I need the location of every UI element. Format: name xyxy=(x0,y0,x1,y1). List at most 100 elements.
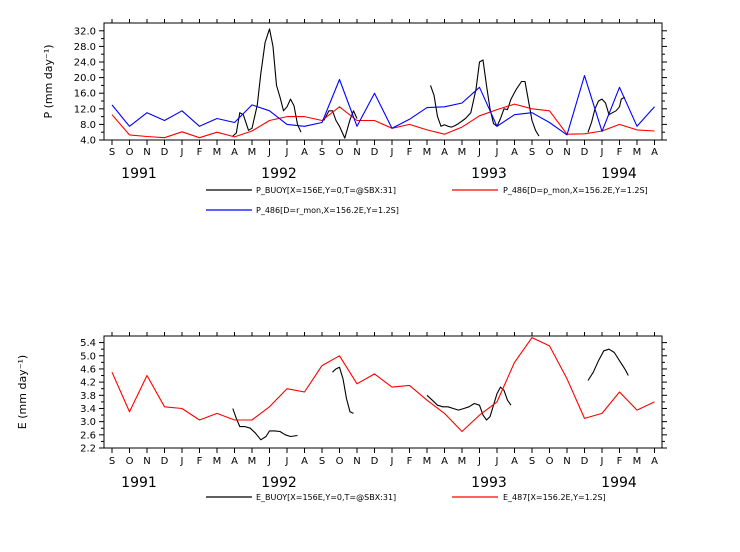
x-tick-label: F xyxy=(197,147,203,158)
x-tick-label: A xyxy=(301,456,308,467)
x-tick-label: F xyxy=(407,456,413,467)
y-tick-label: 24.0 xyxy=(74,58,96,69)
y-tick-label: 20.0 xyxy=(74,73,96,84)
x-tick-label: J xyxy=(180,456,184,467)
x-tick-label: M xyxy=(423,147,432,158)
y-tick-label: 5.4 xyxy=(80,338,96,349)
x-tick-label: D xyxy=(581,456,589,467)
series-line xyxy=(587,96,626,133)
x-tick-label: D xyxy=(161,147,169,158)
y-axis-label: E (mm day⁻¹) xyxy=(16,355,29,429)
x-tick-label: J xyxy=(180,147,184,158)
x-tick-label: A xyxy=(511,147,518,158)
x-tick-label: A xyxy=(651,147,658,158)
year-label: 1993 xyxy=(471,475,507,491)
x-tick-label: J xyxy=(390,456,394,467)
year-label: 1994 xyxy=(601,166,637,182)
legend-label: P_486[D=r_mon,X=156.2E,Y=1.2S] xyxy=(256,206,399,215)
series-line xyxy=(111,103,655,139)
y-tick-label: 12.0 xyxy=(74,104,96,115)
plot-area-border xyxy=(103,335,663,449)
y-tick-label: 4.0 xyxy=(80,136,96,147)
x-tick-label: J xyxy=(477,147,481,158)
series-line xyxy=(111,75,655,136)
x-tick-label: N xyxy=(353,456,360,467)
x-tick-label: F xyxy=(197,456,203,467)
x-tick-label: J xyxy=(390,147,394,158)
series-line xyxy=(332,366,354,414)
x-tick-label: F xyxy=(617,147,623,158)
evap-legend: E_BUOY[X=156E,Y=0,T=@SBX:31] E_487[X=156.… xyxy=(206,493,606,502)
x-tick-label: J xyxy=(495,147,499,158)
x-tick-label: J xyxy=(285,147,289,158)
year-label: 1992 xyxy=(261,166,297,182)
year-label: 1992 xyxy=(261,475,297,491)
legend-label: P_BUOY[X=156E,Y=0,T=@SBX:31] xyxy=(256,186,396,195)
y-tick-label: 2.6 xyxy=(80,430,96,441)
x-tick-label: J xyxy=(600,456,604,467)
evap-plot-lines xyxy=(111,337,655,441)
x-tick-label: M xyxy=(248,456,257,467)
x-tick-label: S xyxy=(529,456,535,467)
y-axis-label: P (mm day⁻¹) xyxy=(42,44,55,118)
plot-area-border xyxy=(103,22,663,141)
x-tick-label: M xyxy=(458,147,467,158)
series-line xyxy=(111,337,655,433)
x-tick-label: M xyxy=(248,147,257,158)
legend-label: P_486[D=p_mon,X=156.2E,Y=1.2S] xyxy=(503,186,648,195)
y-tick-label: 8.0 xyxy=(80,120,96,131)
x-tick-label: N xyxy=(143,456,150,467)
x-tick-label: O xyxy=(126,147,134,158)
x-tick-label: O xyxy=(336,456,344,467)
x-tick-label: D xyxy=(371,456,379,467)
x-tick-label: S xyxy=(109,147,115,158)
y-tick-label: 28.0 xyxy=(74,42,96,53)
x-tick-label: M xyxy=(213,147,222,158)
y-tick-label: 16.0 xyxy=(74,89,96,100)
x-tick-label: O xyxy=(126,456,134,467)
x-tick-label: J xyxy=(267,456,271,467)
y-tick-label: 4.6 xyxy=(80,364,96,375)
year-label: 1994 xyxy=(601,475,637,491)
series-line xyxy=(429,59,540,137)
x-tick-label: M xyxy=(633,456,642,467)
x-tick-label: O xyxy=(546,456,554,467)
legend-label: E_BUOY[X=156E,Y=0,T=@SBX:31] xyxy=(256,493,396,502)
x-tick-label: D xyxy=(161,456,169,467)
x-tick-label: N xyxy=(143,147,150,158)
x-tick-label: S xyxy=(529,147,535,158)
x-tick-label: N xyxy=(353,147,360,158)
y-tick-label: 3.0 xyxy=(80,417,96,428)
x-tick-label: N xyxy=(563,456,570,467)
legend-label: E_487[X=156.2E,Y=1.2S] xyxy=(503,493,606,502)
x-tick-label: J xyxy=(477,456,481,467)
x-tick-label: A xyxy=(441,147,448,158)
year-label: 1991 xyxy=(121,475,157,491)
x-tick-label: J xyxy=(267,147,271,158)
year-label: 1991 xyxy=(121,166,157,182)
x-tick-label: S xyxy=(319,456,325,467)
series-line xyxy=(587,348,629,381)
x-tick-label: A xyxy=(441,456,448,467)
x-tick-label: J xyxy=(600,147,604,158)
x-tick-label: A xyxy=(231,456,238,467)
x-tick-label: A xyxy=(511,456,518,467)
x-tick-label: M xyxy=(423,456,432,467)
x-tick-label: J xyxy=(495,456,499,467)
y-tick-label: 2.2 xyxy=(80,444,96,455)
series-line xyxy=(232,28,302,137)
y-tick-label: 32.0 xyxy=(74,26,96,37)
x-tick-label: S xyxy=(109,456,115,467)
x-tick-label: F xyxy=(617,456,623,467)
precip-legend: P_BUOY[X=156E,Y=0,T=@SBX:31] P_486[D=p_mo… xyxy=(206,186,648,215)
series-line xyxy=(232,408,298,441)
year-label: 1993 xyxy=(471,166,507,182)
x-tick-label: D xyxy=(371,147,379,158)
series-line xyxy=(426,386,512,421)
x-tick-label: N xyxy=(563,147,570,158)
x-tick-label: A xyxy=(651,456,658,467)
x-tick-label: M xyxy=(458,456,467,467)
